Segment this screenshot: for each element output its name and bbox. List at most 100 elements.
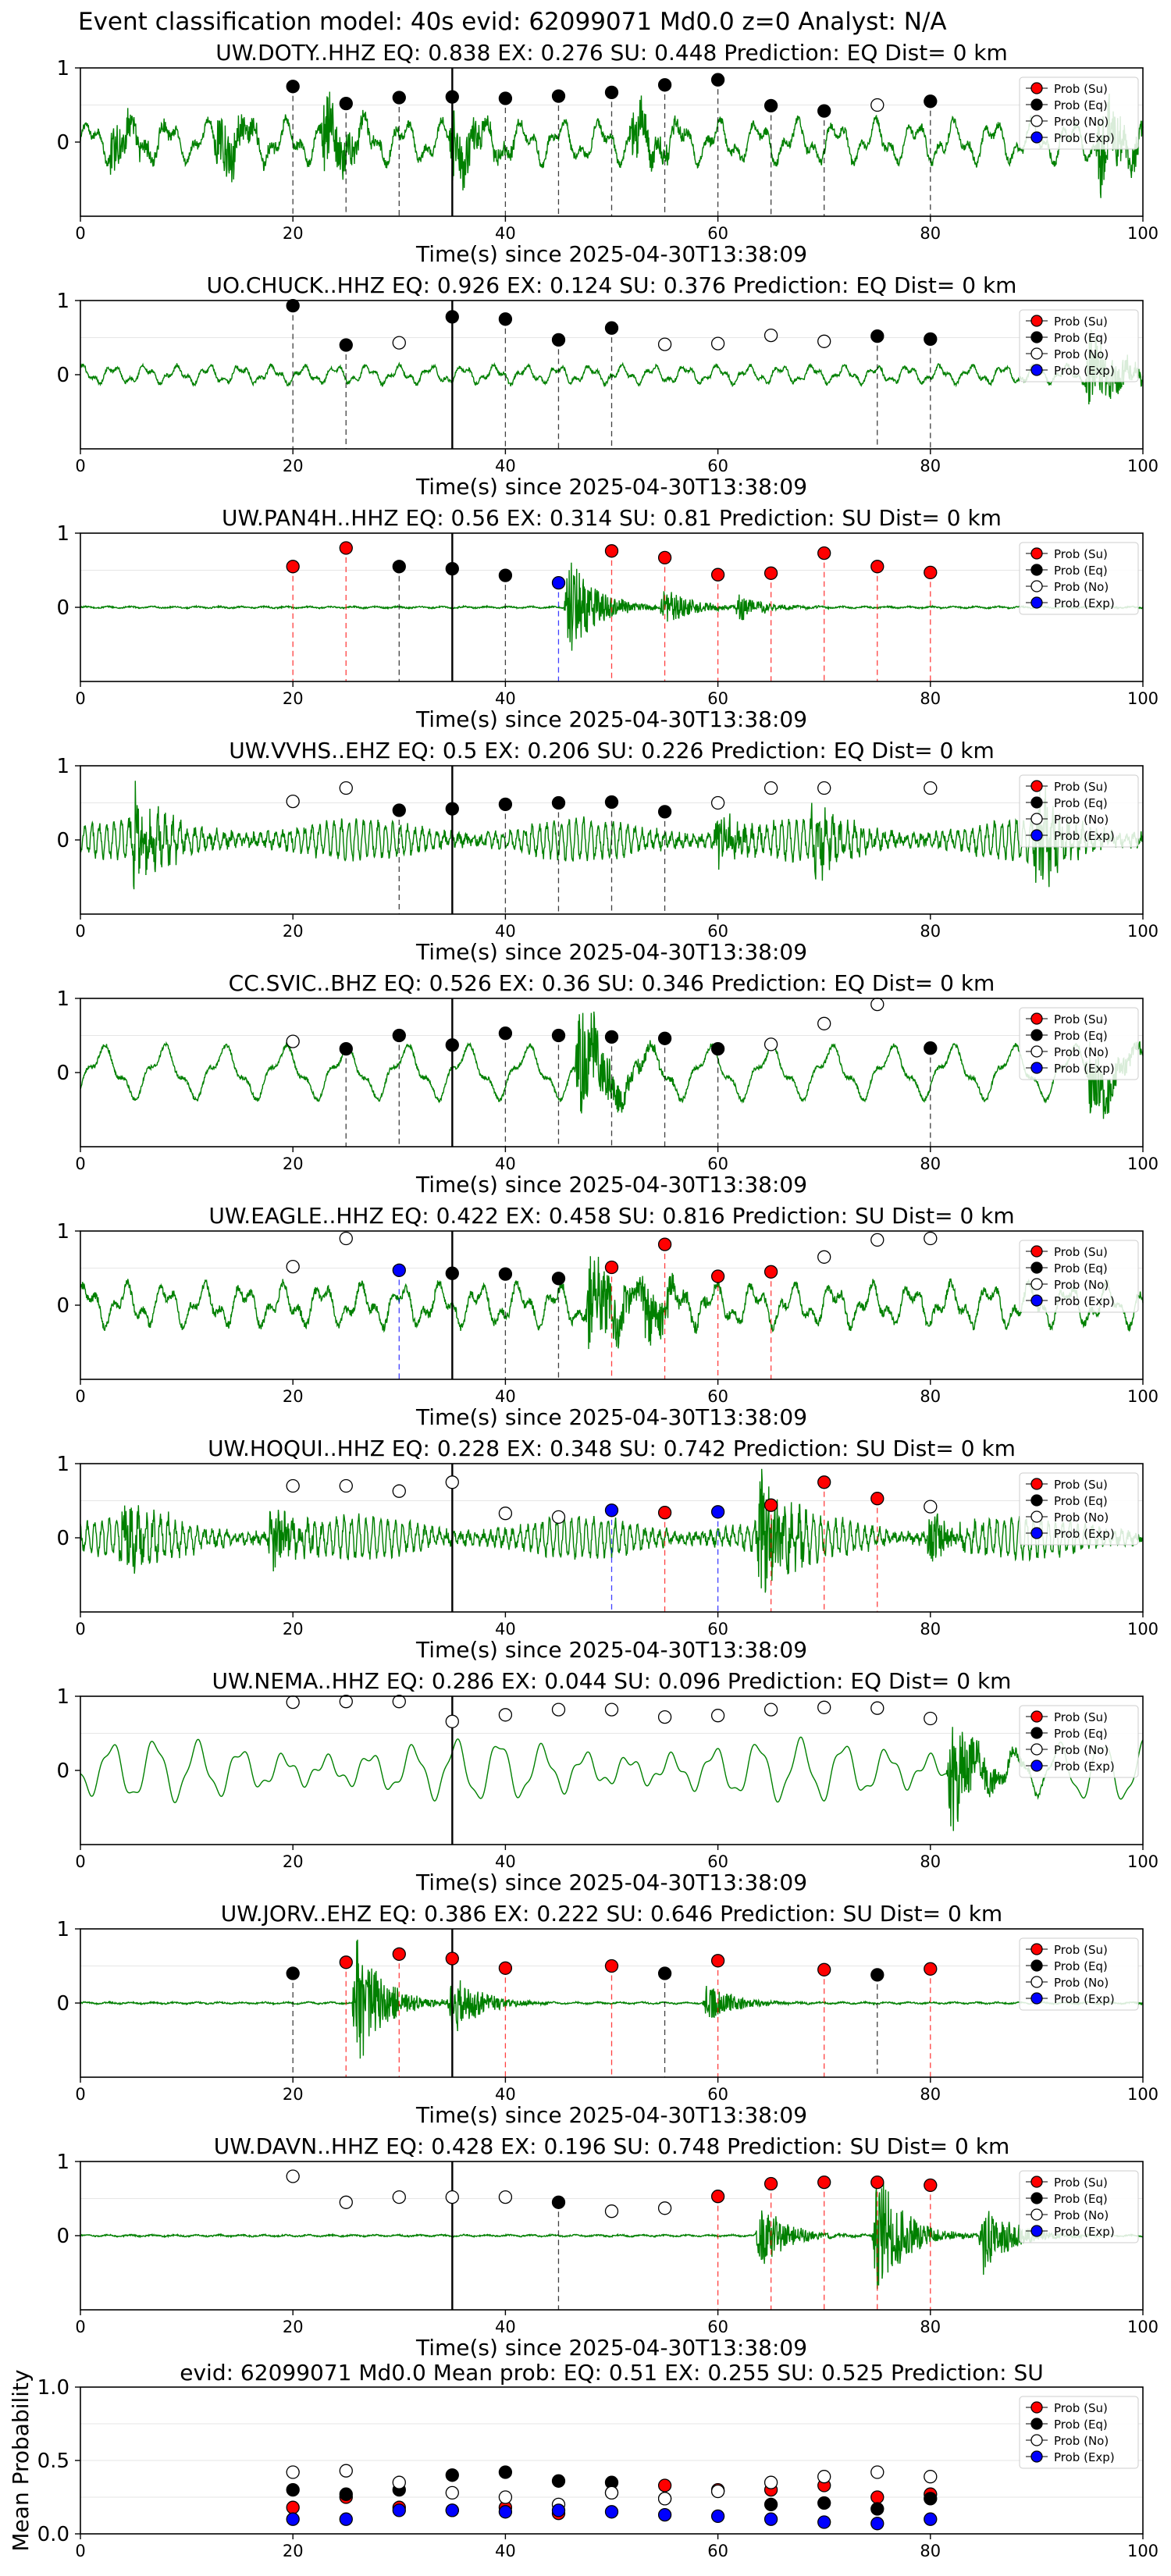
- prob-marker-su: [710, 568, 725, 582]
- prob-marker-eq: [498, 797, 513, 812]
- prob-marker-eq: [445, 310, 459, 324]
- legend-label: Prob (Exp): [1054, 1527, 1115, 1541]
- prob-marker-eq: [1030, 564, 1043, 576]
- y-tick-label: 1: [56, 1685, 69, 1709]
- legend-label: Prob (Eq): [1054, 2192, 1108, 2206]
- legend-label: Prob (Su): [1054, 1710, 1108, 1724]
- legend-label: Prob (Eq): [1054, 98, 1108, 112]
- prob-marker-no: [498, 2490, 513, 2504]
- prob-marker-no: [924, 781, 938, 795]
- legend-label: Prob (Su): [1054, 780, 1108, 794]
- prob-marker-eq: [817, 2496, 831, 2510]
- x-axis-label: Time(s) since 2025-04-30T13:38:09: [415, 1870, 807, 1895]
- y-tick-label: 0.0: [37, 2523, 69, 2546]
- x-tick-label: 80: [920, 689, 941, 708]
- legend-label: Prob (Exp): [1054, 1992, 1115, 2006]
- legend-frame: [1019, 76, 1139, 150]
- prob-marker-no: [339, 2195, 353, 2209]
- legend-label: Prob (Su): [1054, 82, 1108, 96]
- legend-label: Prob (Eq): [1054, 1959, 1108, 1973]
- panel-10: evid: 62099071 Md0.0 Mean prob: EQ: 0.51…: [8, 2360, 1159, 2560]
- prob-marker-eq: [604, 85, 619, 100]
- prob-marker-no: [1030, 347, 1043, 360]
- prob-marker-su: [924, 565, 938, 580]
- prob-marker-eq: [604, 321, 619, 335]
- waveform-trace: [80, 562, 1144, 651]
- legend-label: Prob (Exp): [1054, 1062, 1115, 1076]
- prob-marker-su: [1030, 1012, 1043, 1025]
- prob-marker-eq: [445, 1266, 459, 1280]
- panel-0: UW.DOTY..HHZ EQ: 0.838 EX: 0.276 SU: 0.4…: [56, 40, 1159, 267]
- prob-marker-eq: [498, 1267, 513, 1281]
- prob-marker-exp: [1030, 1527, 1043, 1539]
- prob-marker-no: [445, 1475, 459, 1489]
- prob-marker-su: [870, 2175, 884, 2190]
- prob-marker-su: [817, 1962, 831, 1976]
- prob-marker-su: [604, 1959, 619, 1973]
- y-tick-label: 1: [56, 57, 69, 80]
- prob-marker-no: [710, 1709, 725, 1723]
- prob-marker-exp: [1030, 1759, 1043, 1772]
- prob-marker-eq: [1030, 2192, 1043, 2204]
- panel-6: UW.HOQUI..HHZ EQ: 0.228 EX: 0.348 SU: 0.…: [56, 1436, 1159, 1663]
- prob-marker-su: [817, 1475, 831, 1489]
- prob-marker-eq: [657, 805, 672, 819]
- prob-marker-eq: [392, 91, 406, 105]
- panel-1: UO.CHUCK..HHZ EQ: 0.926 EX: 0.124 SU: 0.…: [56, 272, 1159, 500]
- y-tick-label: 0: [56, 1759, 69, 1783]
- x-tick-label: 60: [707, 2542, 728, 2560]
- prob-marker-exp: [339, 2512, 353, 2526]
- prob-marker-su: [657, 2478, 672, 2492]
- legend: Prob (Su) Prob (Eq) Prob (No) Prob (Exp): [1019, 774, 1139, 848]
- y-tick-label: 1: [56, 987, 69, 1011]
- prob-marker-eq: [924, 2492, 938, 2506]
- x-tick-label: 0: [75, 1155, 85, 1173]
- prob-marker-su: [763, 1498, 778, 1512]
- prob-marker-eq: [657, 1031, 672, 1045]
- x-tick-label: 100: [1127, 1620, 1159, 1638]
- panel-title: UO.CHUCK..HHZ EQ: 0.926 EX: 0.124 SU: 0.…: [207, 272, 1017, 298]
- panel-title: UW.NEMA..HHZ EQ: 0.286 EX: 0.044 SU: 0.0…: [212, 1668, 1012, 1694]
- x-tick-label: 60: [707, 1387, 728, 1406]
- y-tick-label: 0: [56, 131, 69, 155]
- prob-marker-su: [286, 560, 300, 574]
- prob-marker-no: [286, 2169, 300, 2183]
- x-tick-label: 20: [283, 457, 304, 475]
- prob-marker-su: [763, 1265, 778, 1279]
- legend-label: Prob (Exp): [1054, 596, 1115, 610]
- prob-marker-su: [1030, 547, 1043, 560]
- legend-label: Prob (Exp): [1054, 131, 1115, 145]
- legend-label: Prob (No): [1054, 1976, 1109, 1990]
- x-tick-label: 0: [75, 2542, 85, 2560]
- prob-marker-eq: [1030, 1959, 1043, 1972]
- prob-marker-no: [657, 2201, 672, 2215]
- prob-marker-eq: [604, 1030, 619, 1044]
- legend-label: Prob (Eq): [1054, 1727, 1108, 1741]
- panel-title: UW.DOTY..HHZ EQ: 0.838 EX: 0.276 SU: 0.4…: [215, 40, 1008, 66]
- x-axis-label: Time(s) since 2025-04-30T13:38:09: [415, 241, 807, 267]
- prob-marker-no: [657, 2492, 672, 2506]
- prob-marker-eq: [1030, 1494, 1043, 1507]
- x-tick-label: 80: [920, 922, 941, 941]
- x-tick-label: 20: [283, 2318, 304, 2336]
- prob-marker-su: [710, 1269, 725, 1283]
- prob-marker-exp: [1030, 596, 1043, 609]
- prob-marker-no: [392, 2190, 406, 2204]
- legend-label: Prob (Exp): [1054, 2225, 1115, 2239]
- prob-marker-no: [1030, 1278, 1043, 1290]
- prob-marker-exp: [870, 2517, 884, 2531]
- prob-marker-eq: [604, 795, 619, 809]
- prob-marker-eq: [870, 329, 884, 343]
- legend-label: Prob (Eq): [1054, 1494, 1108, 1508]
- prob-marker-no: [286, 2465, 300, 2479]
- legend: Prob (Su) Prob (Eq) Prob (No) Prob (Exp): [1019, 1705, 1139, 1778]
- prob-marker-su: [1030, 2176, 1043, 2188]
- x-tick-label: 0: [75, 224, 85, 243]
- prob-marker-su: [657, 1506, 672, 1520]
- x-tick-label: 100: [1127, 922, 1159, 941]
- prob-marker-no: [817, 1700, 831, 1714]
- legend-label: Prob (Exp): [1054, 2450, 1115, 2464]
- prob-marker-no: [604, 2204, 619, 2218]
- prob-marker-no: [763, 1037, 778, 1051]
- legend: Prob (Su) Prob (Eq) Prob (No) Prob (Exp): [1019, 309, 1139, 382]
